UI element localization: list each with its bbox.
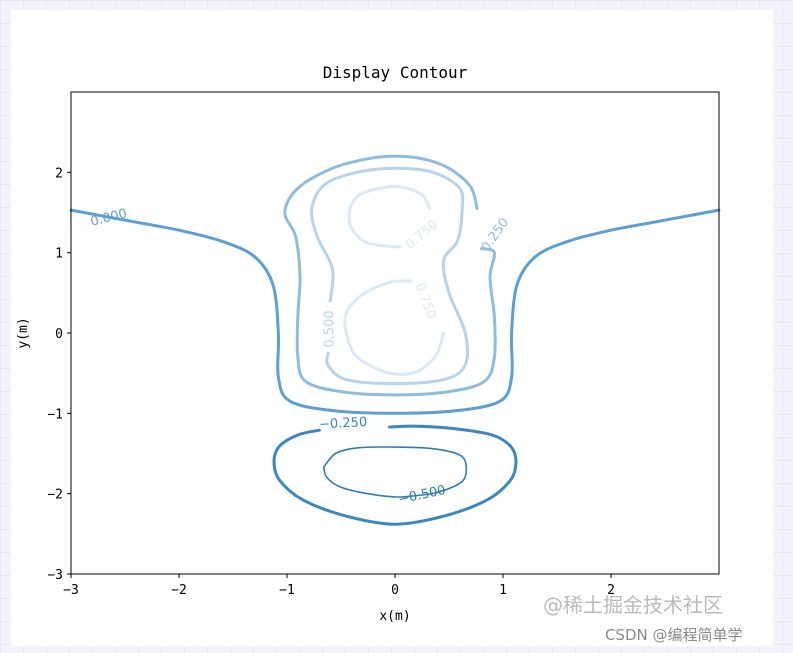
x-tick-label: 0 xyxy=(391,583,399,598)
x-tick-label: −1 xyxy=(279,583,295,598)
contour-line xyxy=(343,279,446,377)
contour-lines xyxy=(69,154,721,526)
contour-label: −0.500 xyxy=(397,483,447,508)
x-axis-ticks: −3 −2 −1 0 1 2 xyxy=(63,574,615,598)
x-tick-label: 2 xyxy=(607,583,615,598)
contour-line xyxy=(347,184,432,249)
contour-label: 0.750 xyxy=(412,281,439,321)
y-tick-label: −2 xyxy=(47,488,63,503)
watermark-primary: @稀土掘金技术社区 xyxy=(543,593,723,617)
y-tick-label: 2 xyxy=(55,166,63,181)
contour-line xyxy=(283,154,497,397)
contour-line xyxy=(322,446,468,498)
y-tick-label: −1 xyxy=(47,407,63,422)
contour-label: 0.500 xyxy=(323,310,338,347)
y-tick-label: −3 xyxy=(47,568,63,583)
y-axis-ticks: −3 −2 −1 0 1 2 xyxy=(47,166,71,583)
x-tick-label: −2 xyxy=(171,583,187,598)
x-tick-label: −3 xyxy=(63,583,79,598)
chart-title: Display Contour xyxy=(323,63,468,82)
contour-line xyxy=(310,166,470,386)
x-tick-label: 1 xyxy=(499,583,507,598)
figure-canvas xyxy=(11,10,773,646)
contour-label: 0.000 xyxy=(89,206,129,230)
contour-line xyxy=(272,424,518,526)
y-tick-label: 0 xyxy=(55,327,63,342)
y-tick-label: 1 xyxy=(55,247,63,262)
x-axis-label: x(m) xyxy=(379,609,410,624)
watermark-secondary: CSDN @编程简单学 xyxy=(605,626,743,644)
contour-label: 0.750 xyxy=(403,217,441,252)
contour-label: 0.250 xyxy=(479,215,513,254)
plot-frame xyxy=(70,91,720,575)
contour-line xyxy=(69,208,721,415)
y-axis-label: y(m) xyxy=(16,317,31,348)
contour-label: −0.250 xyxy=(319,415,368,432)
